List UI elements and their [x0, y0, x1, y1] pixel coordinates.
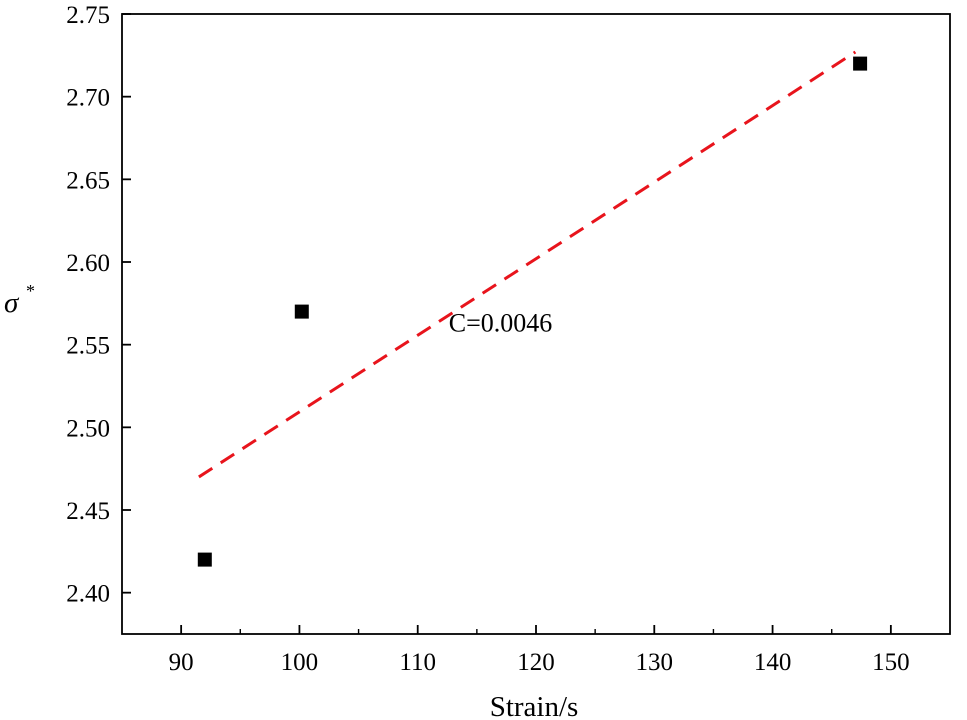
- x-tick-label: 120: [517, 649, 555, 676]
- x-tick-label: 130: [636, 649, 674, 676]
- y-tick-label: 2.65: [66, 167, 110, 194]
- y-tick-label: 2.55: [66, 333, 110, 360]
- annotation-label: C=0.0046: [449, 308, 553, 337]
- data-point: [853, 56, 868, 71]
- y-axis-title-symbol: σ: [4, 287, 20, 319]
- x-tick-label: 150: [872, 649, 910, 676]
- x-tick-label: 100: [281, 649, 319, 676]
- y-tick-label: 2.40: [66, 581, 110, 608]
- data-point: [197, 552, 212, 567]
- data-point: [294, 304, 309, 319]
- fit-line-layer: [198, 50, 857, 479]
- x-tick-label: 90: [169, 649, 194, 676]
- x-tick-label: 110: [399, 649, 436, 676]
- y-axis-title: σ *: [4, 281, 35, 319]
- fit-line: [198, 50, 857, 479]
- y-tick-label: 2.75: [66, 2, 110, 29]
- y-tick-label: 2.70: [66, 85, 110, 112]
- y-tick-label: 2.50: [66, 415, 110, 442]
- y-tick-label: 2.60: [66, 250, 110, 277]
- y-tick-label: 2.45: [66, 498, 110, 525]
- labels-layer: 90 100 110 120 130 140 150 2.40 2.45 2.50 2.55 2.60…: [4, 2, 910, 720]
- x-tick-label: 140: [754, 649, 792, 676]
- axes: [121, 13, 951, 635]
- data-points-layer: [197, 56, 868, 567]
- y-axis-title-superscript: *: [26, 281, 35, 301]
- x-axis-title: Strain/s: [490, 691, 579, 720]
